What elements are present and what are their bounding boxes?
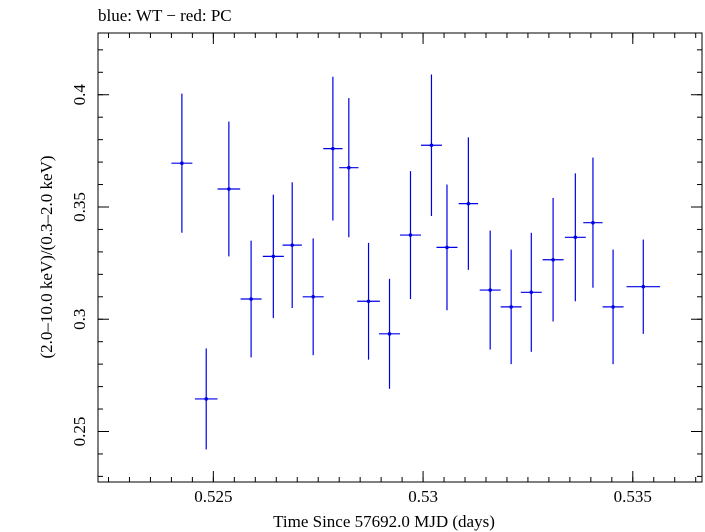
point-marker	[311, 294, 315, 299]
data-point	[262, 194, 284, 319]
data-point	[542, 198, 564, 322]
chart-title: blue: WT − red: PC	[98, 6, 232, 25]
data-point	[479, 230, 501, 350]
point-marker	[180, 161, 184, 166]
data-point	[217, 121, 241, 257]
data-point	[339, 98, 359, 238]
point-marker	[466, 201, 471, 206]
point-marker	[331, 146, 335, 151]
y-tick-label: 0.4	[70, 84, 89, 106]
data-point	[240, 240, 262, 358]
data-point	[420, 74, 442, 216]
data-point	[171, 93, 193, 233]
y-tick-label: 0.35	[70, 192, 89, 222]
data-point	[626, 239, 661, 334]
point-marker	[611, 305, 615, 309]
point-marker	[488, 288, 492, 292]
y-tick-label: 0.25	[70, 417, 89, 447]
point-marker	[249, 297, 253, 301]
point-marker	[529, 290, 534, 295]
axis-tick-labels: 0.525 0.53 0.535 0.25 0.3 0.35 0.4	[70, 84, 652, 506]
point-marker	[347, 165, 351, 170]
data-point	[436, 184, 458, 311]
point-marker	[271, 254, 276, 259]
x-tick-label: 0.53	[408, 487, 438, 506]
point-marker	[387, 332, 392, 336]
data-point	[323, 76, 343, 221]
y-tick-label: 0.3	[70, 309, 89, 330]
data-point	[357, 242, 380, 360]
axis-ticks	[98, 33, 702, 482]
data-point	[194, 348, 218, 450]
plot-frame	[97, 32, 703, 483]
point-marker	[445, 245, 449, 250]
data-point	[379, 278, 400, 389]
x-tick-label: 0.525	[194, 487, 232, 506]
point-marker	[290, 243, 295, 247]
point-marker	[573, 235, 578, 240]
point-marker	[227, 187, 231, 191]
data-point	[500, 249, 522, 365]
point-marker	[429, 143, 434, 148]
data-point	[564, 173, 586, 302]
point-marker	[366, 299, 371, 304]
data-point	[602, 249, 624, 365]
x-tick-label: 0.535	[614, 487, 652, 506]
data-point	[282, 182, 302, 309]
point-marker	[509, 305, 513, 309]
data-point	[583, 157, 603, 288]
data-point	[458, 137, 479, 270]
point-marker	[591, 220, 595, 225]
x-axis-label: Time Since 57692.0 MJD (days)	[273, 512, 495, 531]
point-marker	[408, 233, 413, 237]
data-point	[400, 171, 421, 300]
data-point	[302, 238, 324, 356]
point-marker	[641, 284, 646, 289]
y-axis-label: (2.0–10.0 keV)/(0.3–2.0 keV)	[37, 155, 56, 358]
data-point	[520, 232, 542, 352]
data-points	[171, 74, 661, 450]
point-marker	[551, 257, 555, 262]
point-marker	[204, 397, 209, 401]
